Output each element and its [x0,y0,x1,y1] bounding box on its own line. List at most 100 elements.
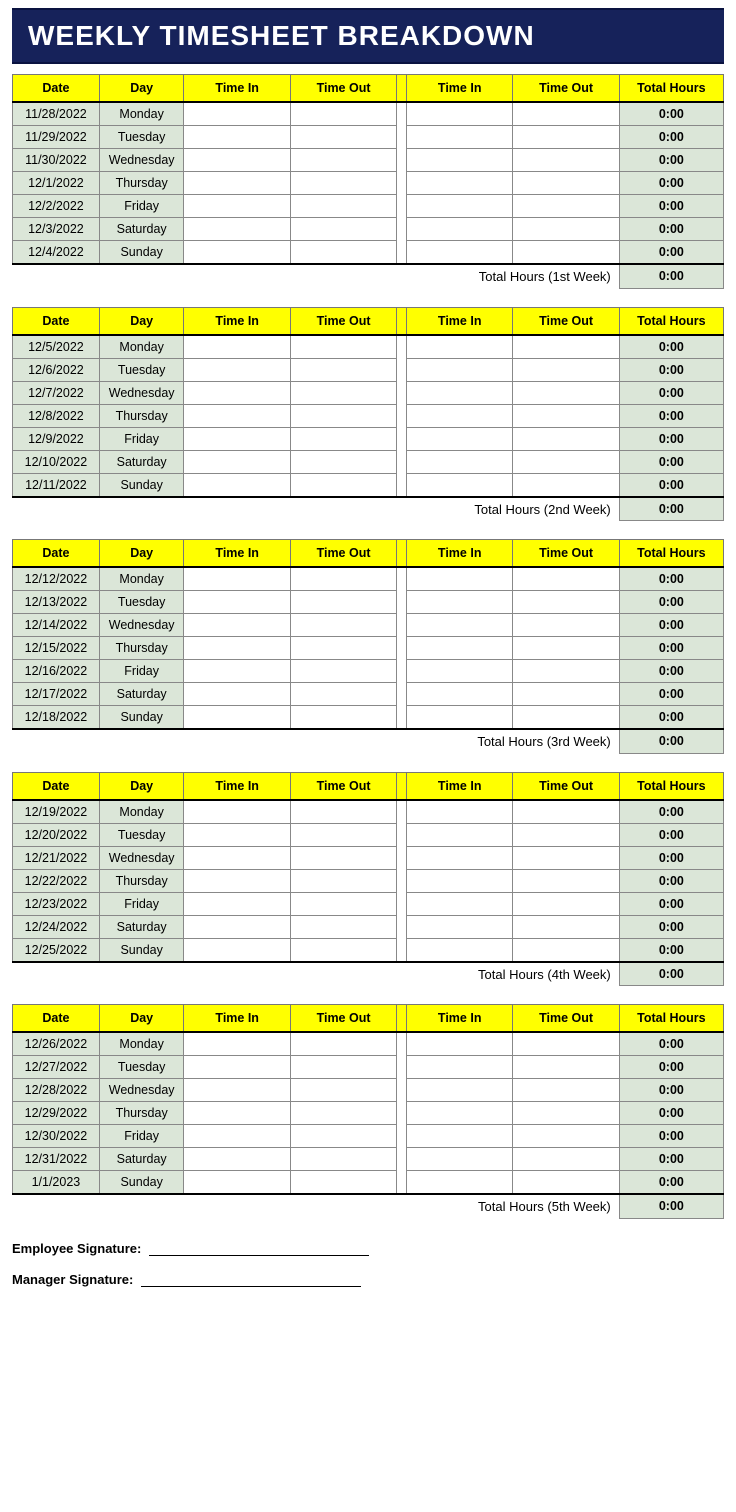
time-in-cell[interactable] [407,892,513,915]
time-in-cell[interactable] [407,1079,513,1102]
time-in-cell[interactable] [184,427,290,450]
time-out-cell[interactable] [513,800,619,824]
time-in-cell[interactable] [407,1148,513,1171]
time-out-cell[interactable] [290,1148,396,1171]
time-in-cell[interactable] [184,846,290,869]
time-in-cell[interactable] [407,126,513,149]
time-in-cell[interactable] [184,172,290,195]
time-out-cell[interactable] [513,614,619,637]
time-in-cell[interactable] [407,427,513,450]
time-out-cell[interactable] [513,358,619,381]
time-out-cell[interactable] [513,404,619,427]
time-in-cell[interactable] [407,938,513,962]
time-in-cell[interactable] [407,823,513,846]
time-out-cell[interactable] [513,846,619,869]
time-in-cell[interactable] [184,637,290,660]
time-in-cell[interactable] [184,241,290,265]
time-in-cell[interactable] [407,450,513,473]
time-out-cell[interactable] [290,683,396,706]
time-in-cell[interactable] [184,1056,290,1079]
time-in-cell[interactable] [407,869,513,892]
time-out-cell[interactable] [290,637,396,660]
time-out-cell[interactable] [290,218,396,241]
time-out-cell[interactable] [290,614,396,637]
time-in-cell[interactable] [184,381,290,404]
time-in-cell[interactable] [407,706,513,730]
time-out-cell[interactable] [290,195,396,218]
time-out-cell[interactable] [290,1171,396,1195]
time-in-cell[interactable] [184,450,290,473]
employee-signature-underline[interactable] [149,1242,369,1256]
time-out-cell[interactable] [513,241,619,265]
time-out-cell[interactable] [513,637,619,660]
time-in-cell[interactable] [407,1032,513,1056]
time-out-cell[interactable] [513,1056,619,1079]
time-in-cell[interactable] [184,591,290,614]
time-out-cell[interactable] [290,567,396,591]
time-in-cell[interactable] [184,823,290,846]
time-out-cell[interactable] [290,335,396,359]
time-out-cell[interactable] [513,591,619,614]
time-out-cell[interactable] [290,358,396,381]
time-in-cell[interactable] [407,404,513,427]
time-out-cell[interactable] [290,846,396,869]
time-out-cell[interactable] [513,660,619,683]
time-in-cell[interactable] [407,172,513,195]
time-out-cell[interactable] [513,473,619,497]
time-in-cell[interactable] [184,1148,290,1171]
time-out-cell[interactable] [290,102,396,126]
time-in-cell[interactable] [407,102,513,126]
time-in-cell[interactable] [184,1102,290,1125]
time-out-cell[interactable] [513,869,619,892]
time-out-cell[interactable] [290,1056,396,1079]
time-out-cell[interactable] [290,172,396,195]
time-out-cell[interactable] [513,102,619,126]
time-in-cell[interactable] [184,660,290,683]
time-out-cell[interactable] [513,823,619,846]
time-in-cell[interactable] [184,706,290,730]
time-in-cell[interactable] [407,358,513,381]
time-out-cell[interactable] [290,800,396,824]
time-out-cell[interactable] [513,567,619,591]
time-out-cell[interactable] [290,427,396,450]
time-in-cell[interactable] [184,800,290,824]
time-out-cell[interactable] [290,473,396,497]
time-in-cell[interactable] [407,915,513,938]
time-out-cell[interactable] [513,1079,619,1102]
time-out-cell[interactable] [290,149,396,172]
time-out-cell[interactable] [513,126,619,149]
time-out-cell[interactable] [290,126,396,149]
time-in-cell[interactable] [184,1125,290,1148]
time-in-cell[interactable] [407,1056,513,1079]
time-out-cell[interactable] [290,915,396,938]
time-out-cell[interactable] [290,591,396,614]
time-in-cell[interactable] [184,614,290,637]
time-in-cell[interactable] [184,938,290,962]
manager-signature-underline[interactable] [141,1273,361,1287]
time-out-cell[interactable] [513,683,619,706]
time-out-cell[interactable] [513,218,619,241]
time-out-cell[interactable] [290,823,396,846]
time-out-cell[interactable] [513,149,619,172]
time-in-cell[interactable] [184,102,290,126]
time-out-cell[interactable] [290,404,396,427]
time-out-cell[interactable] [290,706,396,730]
time-in-cell[interactable] [407,195,513,218]
time-in-cell[interactable] [184,126,290,149]
time-in-cell[interactable] [407,218,513,241]
time-in-cell[interactable] [407,381,513,404]
time-in-cell[interactable] [407,473,513,497]
time-out-cell[interactable] [513,915,619,938]
time-out-cell[interactable] [513,450,619,473]
time-in-cell[interactable] [184,869,290,892]
time-in-cell[interactable] [407,614,513,637]
time-in-cell[interactable] [407,149,513,172]
time-in-cell[interactable] [407,660,513,683]
time-in-cell[interactable] [184,1171,290,1195]
time-in-cell[interactable] [407,846,513,869]
time-out-cell[interactable] [513,381,619,404]
time-out-cell[interactable] [290,241,396,265]
time-out-cell[interactable] [513,1171,619,1195]
time-in-cell[interactable] [184,149,290,172]
time-in-cell[interactable] [184,915,290,938]
